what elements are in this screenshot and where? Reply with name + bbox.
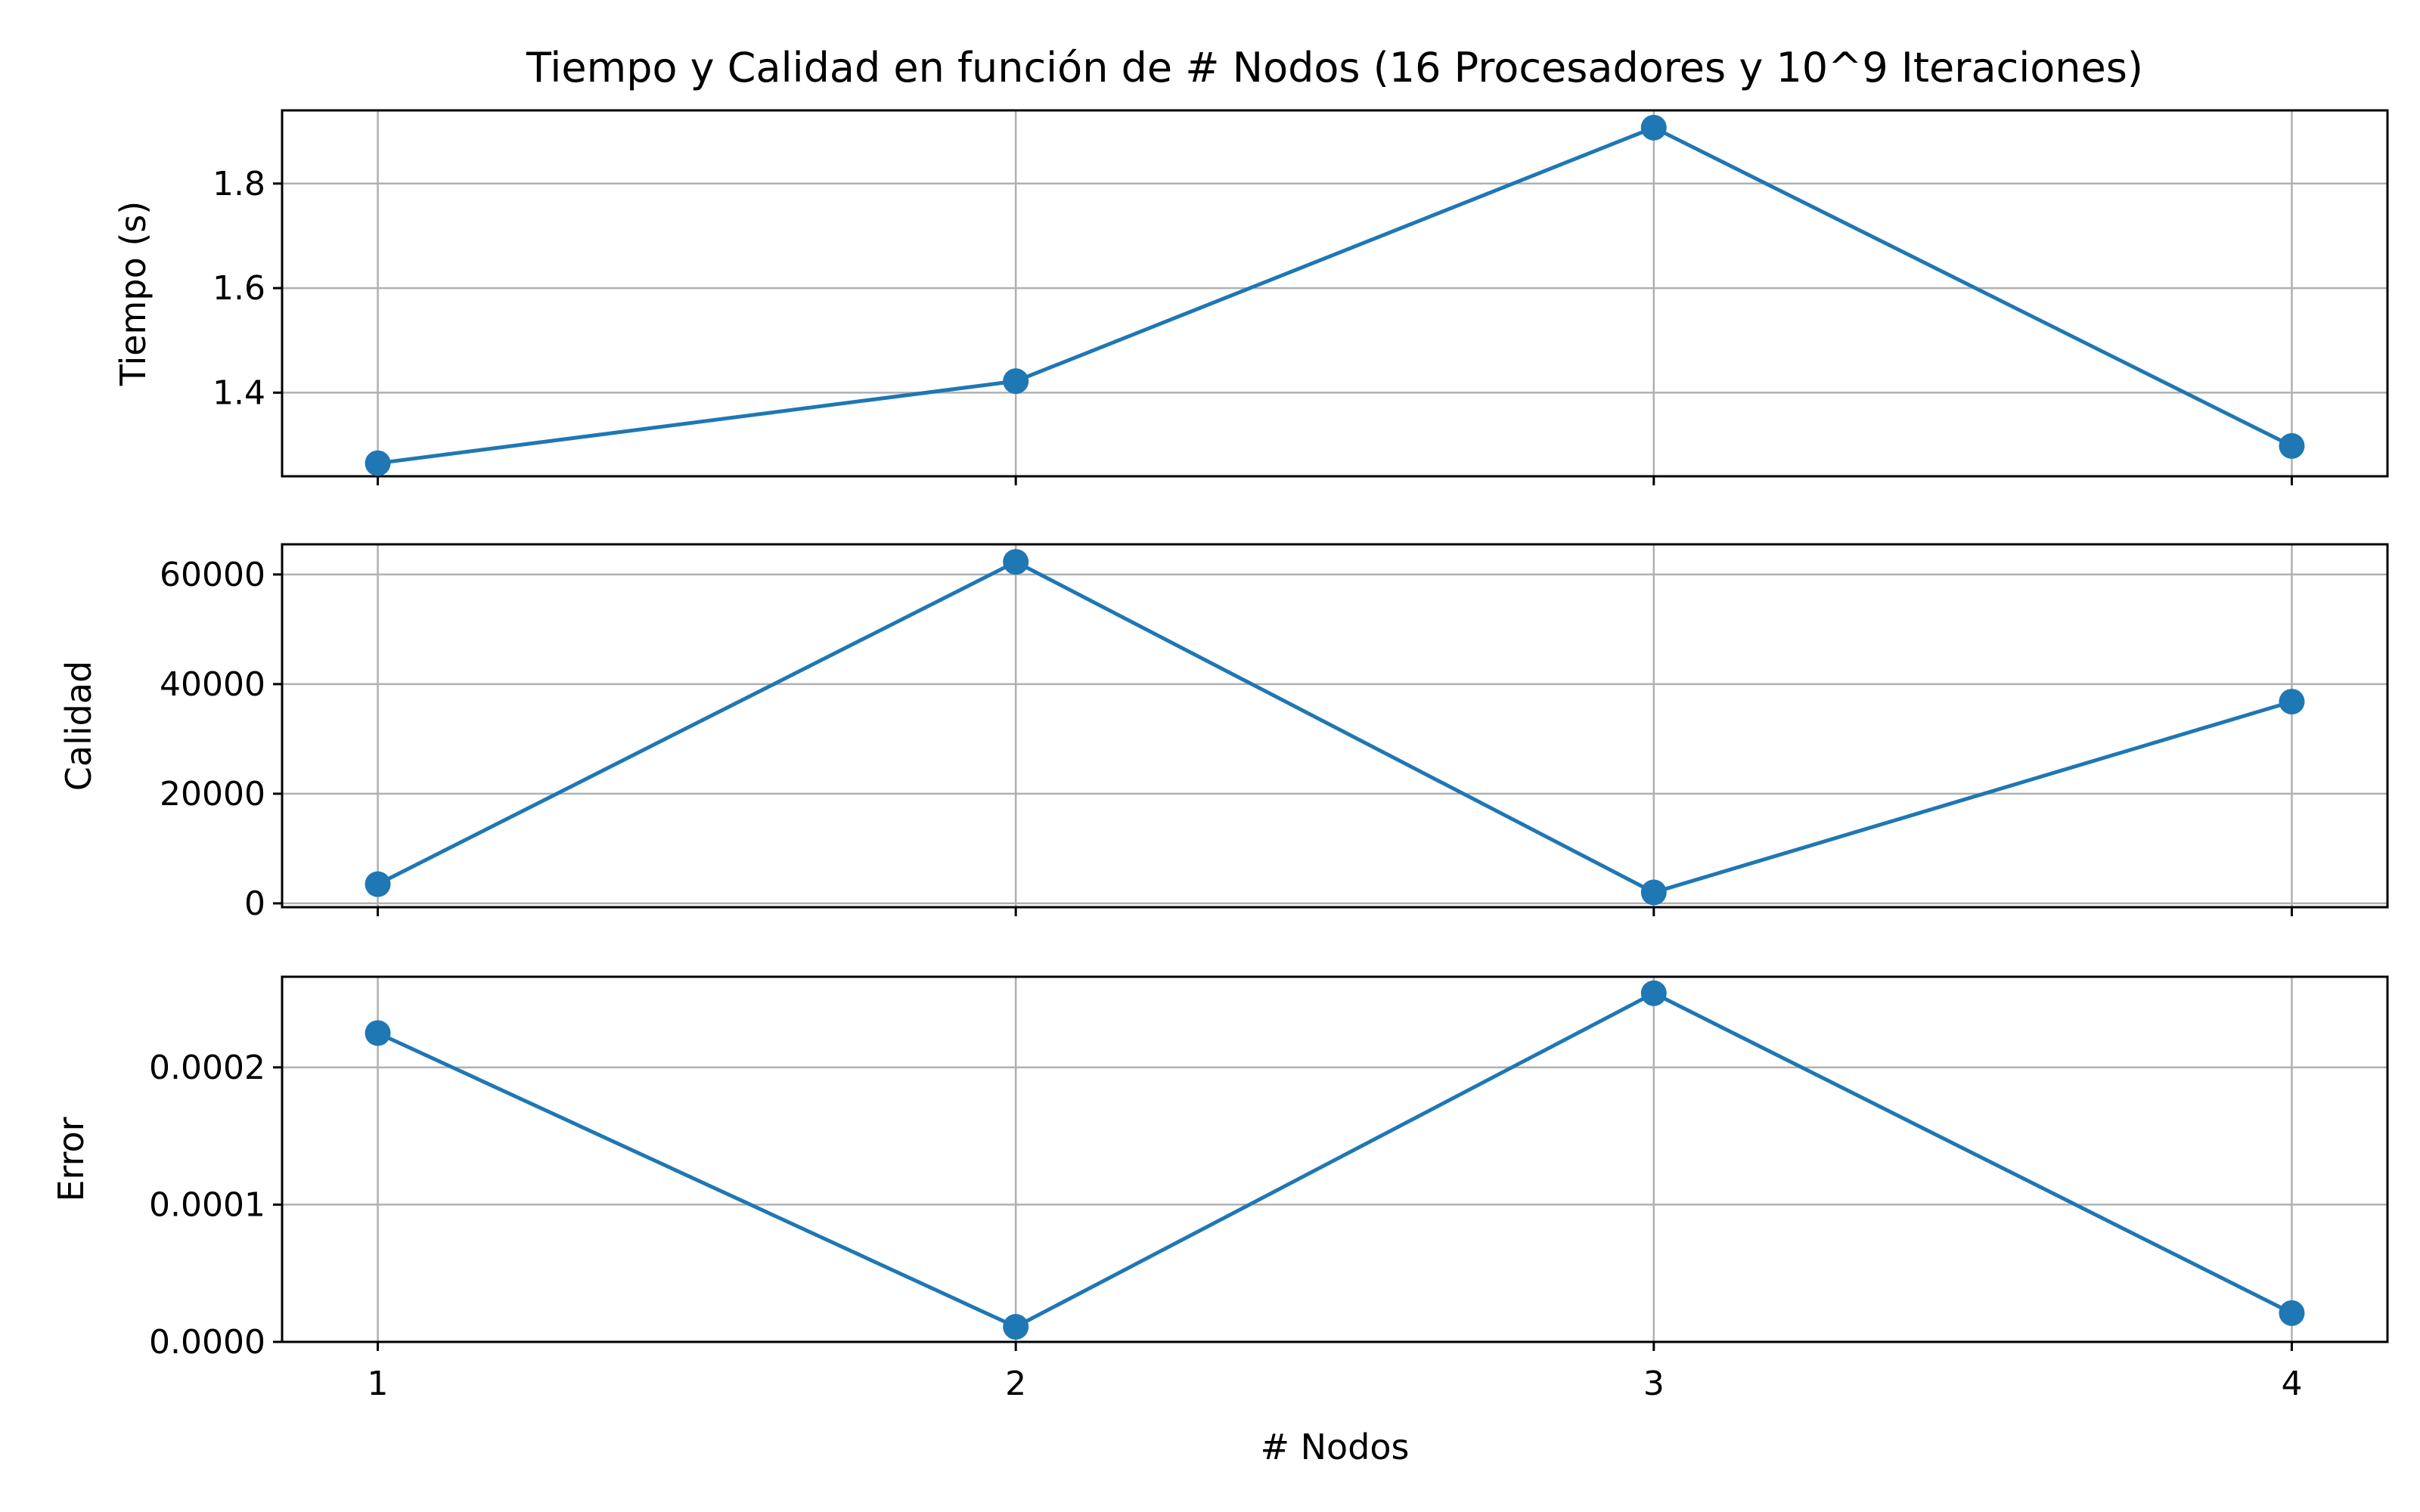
y-tick-label: 40000	[160, 665, 265, 704]
y-axis-label: Error	[51, 1117, 92, 1201]
series-line	[377, 125, 2293, 466]
y-tick-label: 0.0001	[149, 1185, 265, 1224]
chart-title: Tiempo y Calidad en función de # Nodos (…	[526, 44, 2143, 91]
data-point	[2279, 432, 2305, 459]
y-axis-label: Calidad	[58, 661, 99, 791]
x-tick-label: 1	[368, 1365, 389, 1403]
data-point	[1640, 879, 1667, 906]
series-line	[377, 559, 2293, 894]
plot-frame	[281, 109, 2389, 478]
data-point	[1640, 114, 1667, 141]
y-tick-label: 0.0000	[149, 1323, 265, 1362]
data-point	[2279, 1300, 2305, 1326]
subplot-3: 0.0000 0.0001 0.0002 Error	[51, 975, 2389, 1362]
x-axis-label: # Nodos	[1260, 1427, 1409, 1467]
subplot-1: 1.4 1.6 1.8 Tiempo (s)	[113, 109, 2389, 485]
y-axis-label: Tiempo (s)	[113, 201, 154, 386]
y-tick-label: 1.6	[213, 269, 265, 308]
y-tick-label: 20000	[160, 775, 265, 813]
x-tick-label: 2	[1005, 1365, 1026, 1403]
data-point	[1003, 1314, 1029, 1340]
subplot-2: 0 20000 40000 60000 Calidad	[58, 543, 2389, 923]
y-tick-label: 0.0002	[149, 1049, 265, 1087]
data-point	[365, 450, 391, 476]
data-point	[2279, 689, 2305, 715]
plot-frame	[281, 543, 2389, 909]
y-tick-label: 60000	[160, 556, 265, 594]
x-tick-label: 3	[1643, 1365, 1665, 1403]
plot-frame	[281, 975, 2389, 1343]
data-point	[1003, 549, 1029, 575]
y-tick-label: 1.8	[213, 165, 265, 203]
data-point	[365, 1020, 391, 1046]
x-tick-label: 4	[2281, 1365, 2302, 1403]
data-point	[365, 871, 391, 897]
data-point	[1640, 980, 1667, 1006]
y-tick-label: 0	[244, 885, 265, 923]
series-line	[377, 991, 2293, 1329]
data-point	[1003, 368, 1029, 395]
y-tick-label: 1.4	[213, 373, 265, 412]
